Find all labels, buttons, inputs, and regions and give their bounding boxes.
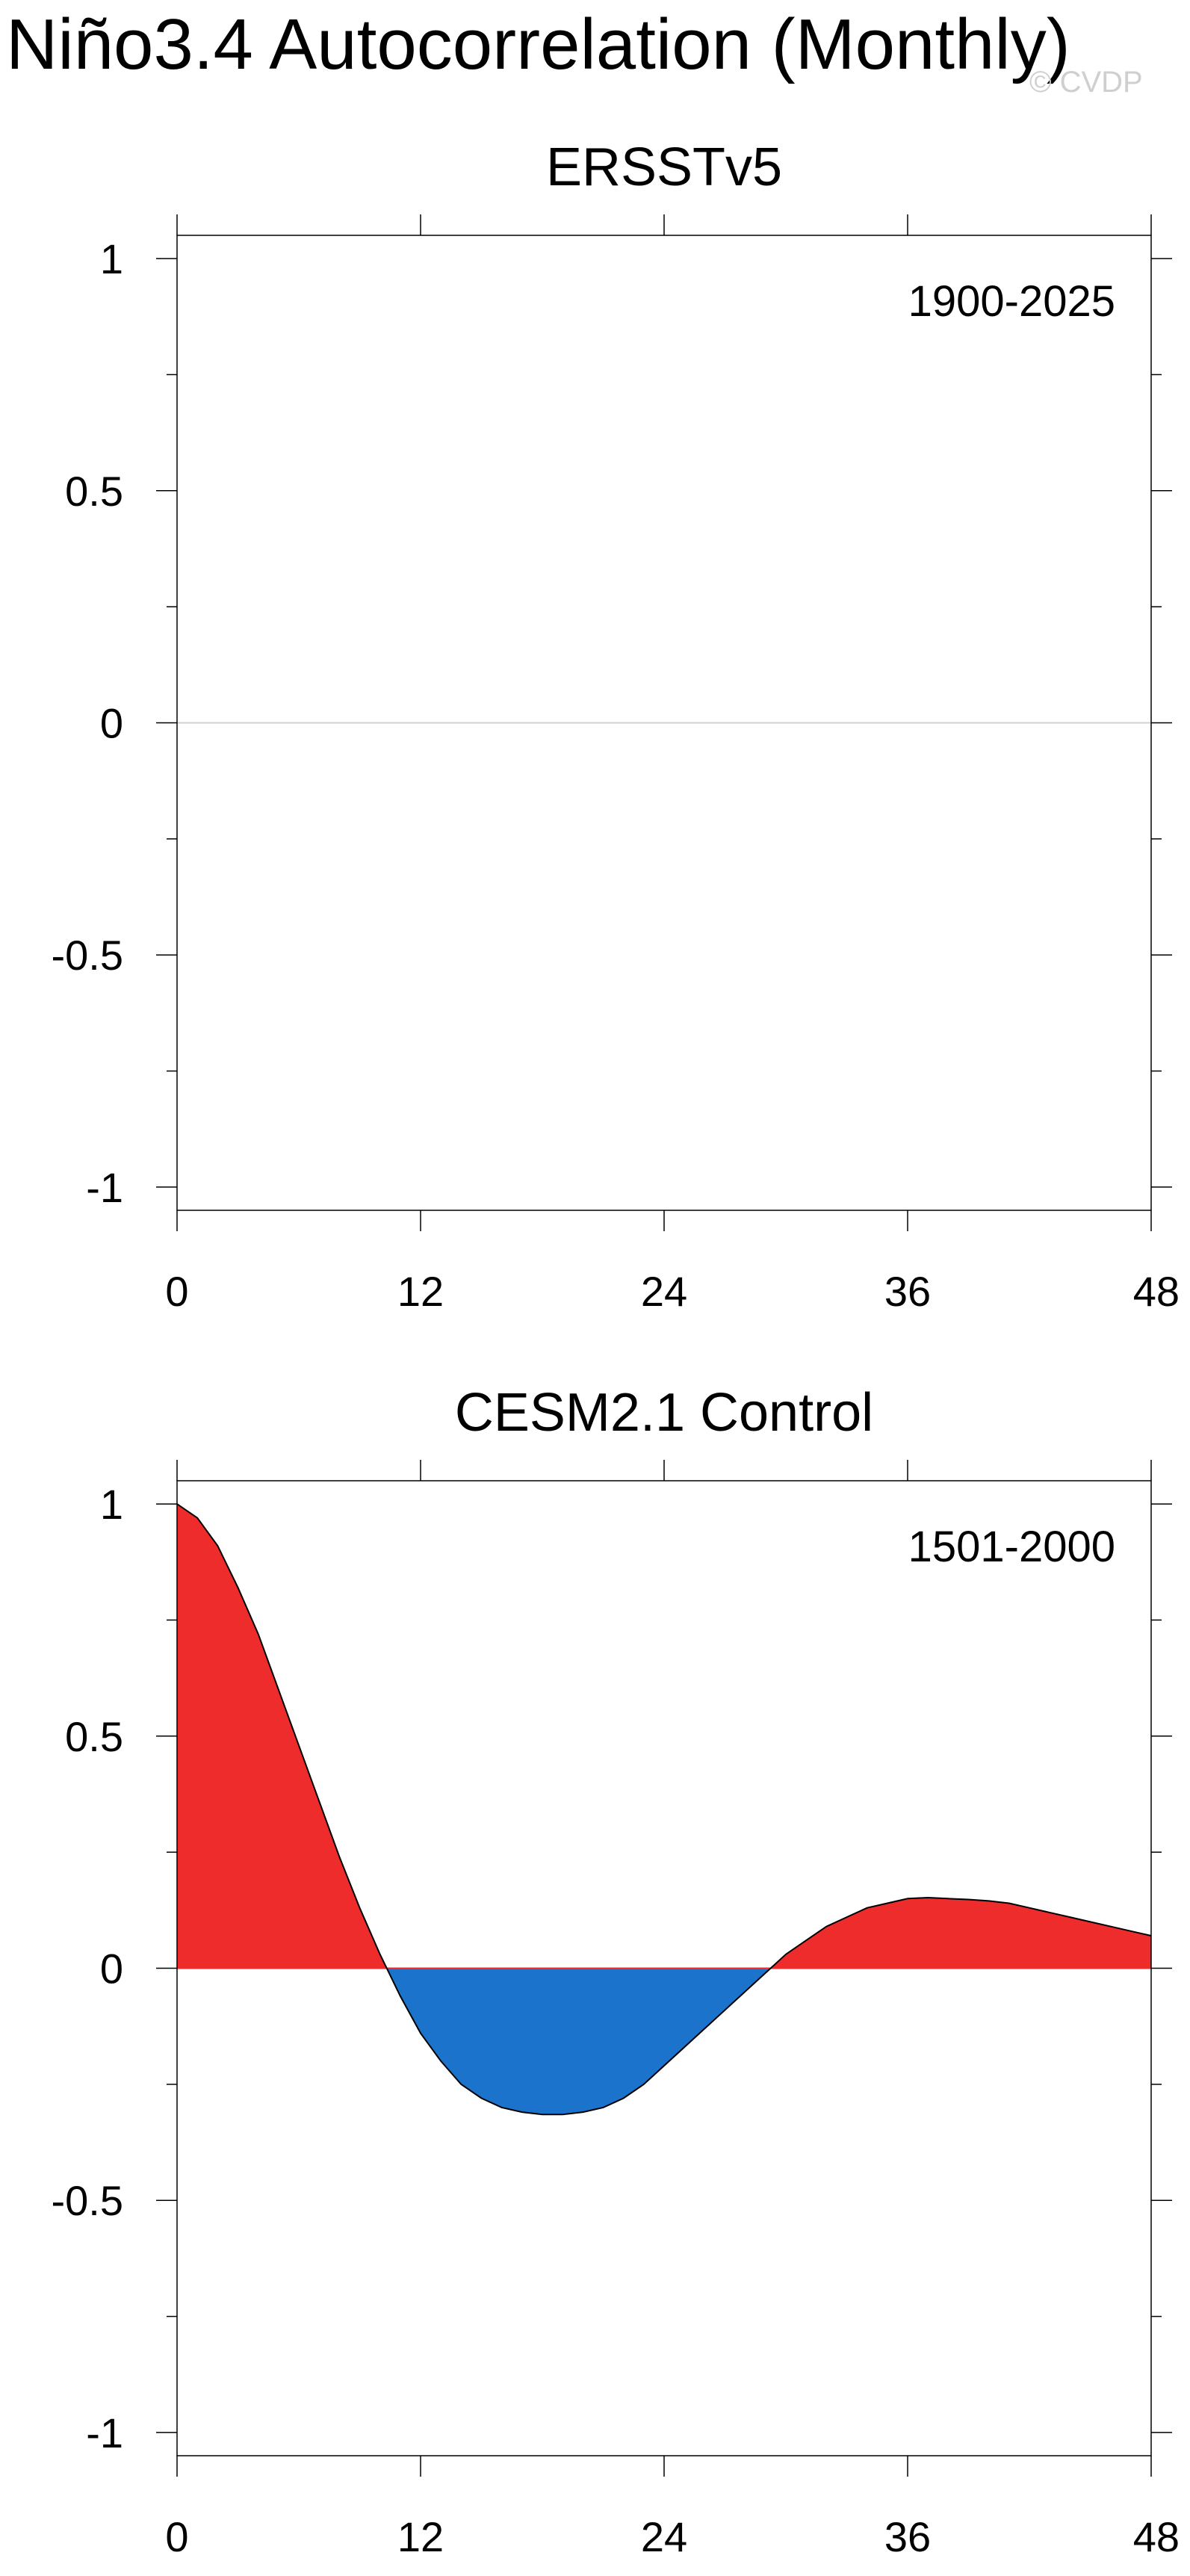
x-tick-label: 24 — [641, 2513, 687, 2560]
x-tick-label: 48 — [1133, 2513, 1180, 2560]
x-tick-label: 36 — [884, 2513, 931, 2560]
y-tick-label: 0 — [100, 700, 123, 747]
negative-fill — [177, 1968, 1151, 2115]
x-tick-label: 12 — [397, 2513, 444, 2560]
positive-fill — [177, 1504, 1151, 1969]
y-tick-label: -1 — [86, 1164, 123, 1211]
y-tick-label: 1 — [100, 1481, 123, 1528]
x-tick-label: 12 — [397, 1268, 444, 1315]
page-title: Niño3.4 Autocorrelation (Monthly) — [6, 4, 1070, 84]
watermark: © CVDP — [1029, 66, 1143, 99]
y-tick-label: 1 — [100, 235, 123, 282]
x-tick-label: 24 — [641, 1268, 687, 1315]
autocorrelation-line — [176, 1503, 1152, 2116]
x-tick-label: 36 — [884, 1268, 931, 1315]
y-tick-label: 0.5 — [65, 468, 123, 515]
y-tick-label: -1 — [86, 2409, 123, 2456]
y-tick-label: -0.5 — [52, 932, 124, 979]
panel-title: CESM2.1 Control — [455, 1383, 873, 1443]
panel-cesm-control: CESM2.1 Control 1 0.5 0 -0.5 -1 0 12 24 36 48 1501-… — [52, 1383, 1180, 2560]
x-tick-label: 0 — [165, 2513, 188, 2560]
x-tick-label: 48 — [1133, 1268, 1180, 1315]
y-tick-label: 0.5 — [65, 1713, 123, 1760]
panel-title: ERSSTv5 — [546, 137, 782, 197]
panel-ersstv5: ERSSTv5 1 0.5 0 -0.5 -1 0 12 24 36 48 1900-2025 — [52, 137, 1180, 1315]
y-tick-label: 0 — [100, 1945, 123, 1993]
period-label: 1501-2000 — [908, 1523, 1115, 1571]
x-tick-label: 0 — [165, 1268, 188, 1315]
y-tick-label: -0.5 — [52, 2177, 124, 2224]
period-label: 1900-2025 — [908, 277, 1115, 326]
